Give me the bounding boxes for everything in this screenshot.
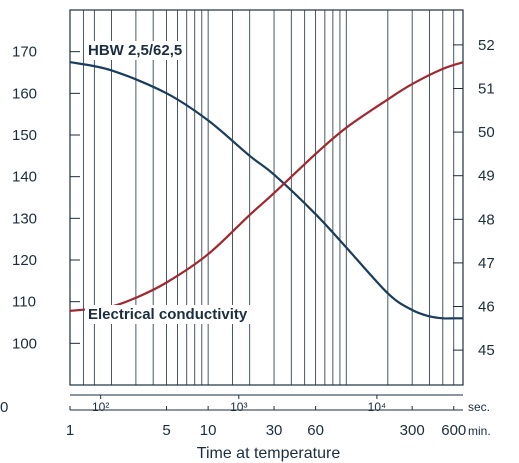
right-tick-label: 48 bbox=[478, 211, 495, 228]
min-tick-label: 600 bbox=[441, 422, 466, 439]
label-background bbox=[85, 41, 186, 60]
right-tick-label: 52 bbox=[478, 37, 495, 54]
left-tick-label: 110 bbox=[12, 294, 36, 311]
label-background bbox=[85, 305, 251, 324]
hbw-series-label: HBW 2,5/62,5 bbox=[88, 42, 182, 59]
sec-tick-label: 10³ bbox=[230, 400, 247, 414]
series-lines bbox=[69, 61, 464, 320]
conductivity-series-label: Electrical conductivity bbox=[88, 306, 248, 323]
min-tick-label: 5 bbox=[162, 422, 170, 439]
vertical-grid bbox=[69, 10, 455, 385]
sec-unit-label: sec. bbox=[468, 400, 490, 414]
right-tick-label: 51 bbox=[478, 80, 495, 97]
left-tick-label: 140 bbox=[12, 169, 37, 186]
hbw-curve bbox=[69, 61, 463, 320]
left-tick-label: 120 bbox=[12, 252, 37, 269]
sec-tick-label: 10² bbox=[92, 400, 109, 414]
sec-tick-label: 10⁴ bbox=[368, 400, 387, 414]
right-tick-label: 47 bbox=[478, 255, 495, 272]
left-tick-label: 160 bbox=[12, 85, 37, 102]
right-tick-label: 49 bbox=[478, 168, 495, 185]
left-tick-label: 100 bbox=[12, 335, 37, 352]
right-tick-label: 45 bbox=[478, 342, 495, 359]
x-axis: 0 10² 10³ 10⁴ sec. 1 5 10 30 60 300 600 min. bbox=[0, 394, 491, 439]
min-tick-label: 60 bbox=[307, 422, 324, 439]
left-tick-label: 170 bbox=[12, 44, 37, 61]
sec-origin-label: 0 bbox=[0, 399, 8, 416]
min-tick-label: 1 bbox=[66, 422, 74, 439]
min-tick-label: 300 bbox=[400, 422, 425, 439]
min-tick-label: 10 bbox=[200, 422, 217, 439]
plot-frame bbox=[69, 9, 464, 386]
right-y-axis: 45 46 47 48 49 50 51 52 bbox=[453, 37, 495, 359]
left-tick-label: 130 bbox=[12, 210, 37, 227]
min-unit-label: min. bbox=[468, 424, 491, 438]
right-tick-label: 50 bbox=[478, 124, 495, 141]
conductivity-curve bbox=[69, 61, 464, 312]
min-tick-label: 30 bbox=[266, 422, 283, 439]
right-tick-label: 46 bbox=[478, 299, 495, 316]
left-y-axis: 100 110 120 130 140 150 160 170 bbox=[12, 44, 80, 352]
x-axis-title: Time at temperature bbox=[197, 445, 341, 462]
left-tick-label: 150 bbox=[12, 127, 37, 144]
